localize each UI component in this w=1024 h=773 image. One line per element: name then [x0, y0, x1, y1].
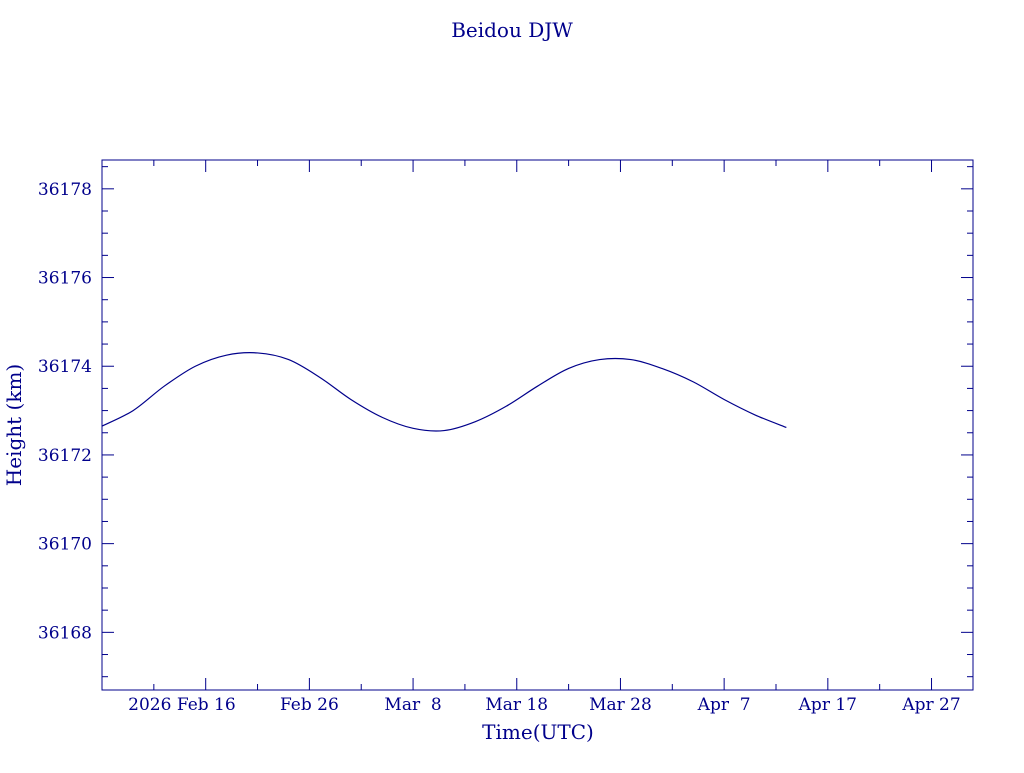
y-tick-label: 36170	[38, 535, 92, 555]
x-tick-labels: 2026 Feb 16 Feb 26 Mar 8 Mar 18 Mar 28 Apr 7 A…	[128, 695, 961, 715]
x-tick-label: Mar 18	[485, 695, 548, 715]
chart-title: Beidou DJW	[451, 18, 573, 42]
x-tick-label: 2026 Feb 16	[128, 695, 236, 715]
plot-frame	[101, 159, 974, 691]
x-tick-label: Feb 26	[280, 695, 339, 715]
x-tick-label: Mar 28	[589, 695, 652, 715]
x-tick-label: Mar 8	[384, 695, 441, 715]
x-tick-label: Apr 17	[798, 695, 857, 715]
x-tick-label: Apr 27	[901, 695, 960, 715]
y-tick-label: 36172	[38, 446, 92, 466]
y-tick-label: 36176	[38, 269, 92, 289]
tick-marks	[101, 160, 973, 690]
y-axis-label: Height (km)	[2, 364, 26, 486]
y-tick-labels: 36168 36170 36172 36174 36176 36178	[38, 180, 92, 644]
series-line	[101, 352, 787, 432]
y-tick-label: 36178	[38, 180, 92, 200]
y-tick-label: 36174	[38, 357, 92, 377]
x-axis-label: Time(UTC)	[482, 720, 594, 744]
x-tick-label: Apr 7	[697, 695, 751, 715]
y-tick-label: 36168	[38, 623, 92, 643]
